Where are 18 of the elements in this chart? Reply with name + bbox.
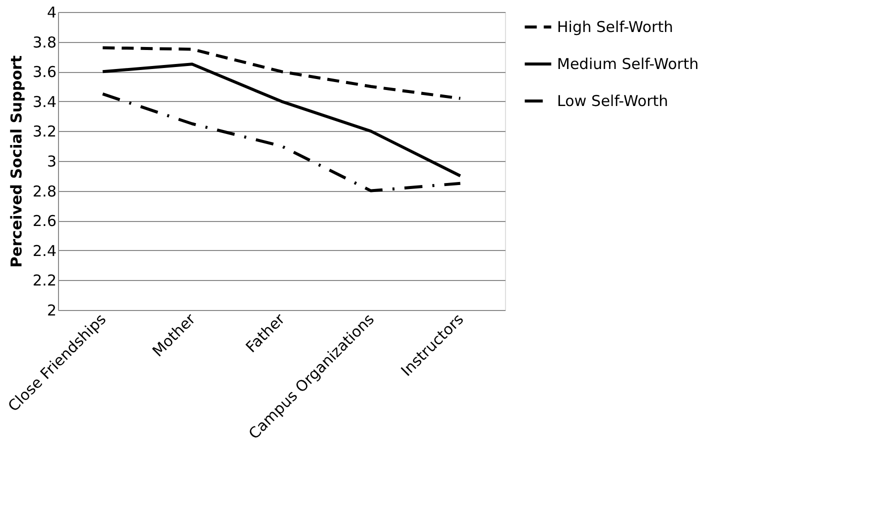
y-tick-label: 3.6 <box>32 63 56 82</box>
y-tick-label: 4 <box>46 4 56 22</box>
y-tick-label: 2.8 <box>32 182 56 200</box>
line-series <box>101 46 462 100</box>
legend-label: High Self-Worth <box>557 18 674 36</box>
y-tick-label: 3.2 <box>32 122 56 141</box>
y-tick-label: 2.2 <box>32 272 56 290</box>
y-tick-label: 2.4 <box>32 242 56 260</box>
y-tick-label: 3.8 <box>32 33 56 52</box>
y-tick-label: 3.4 <box>32 92 56 111</box>
y-axis-title: Perceived Social Support <box>8 55 26 268</box>
line-series <box>101 92 462 192</box>
legend-label: Medium Self-Worth <box>557 55 699 73</box>
y-tick-label: 2 <box>46 302 56 320</box>
y-tick-label: 2.6 <box>32 212 56 230</box>
legend-label: Low Self-Worth <box>557 92 668 110</box>
y-tick-label: 3 <box>46 152 56 170</box>
line-series <box>101 62 462 178</box>
